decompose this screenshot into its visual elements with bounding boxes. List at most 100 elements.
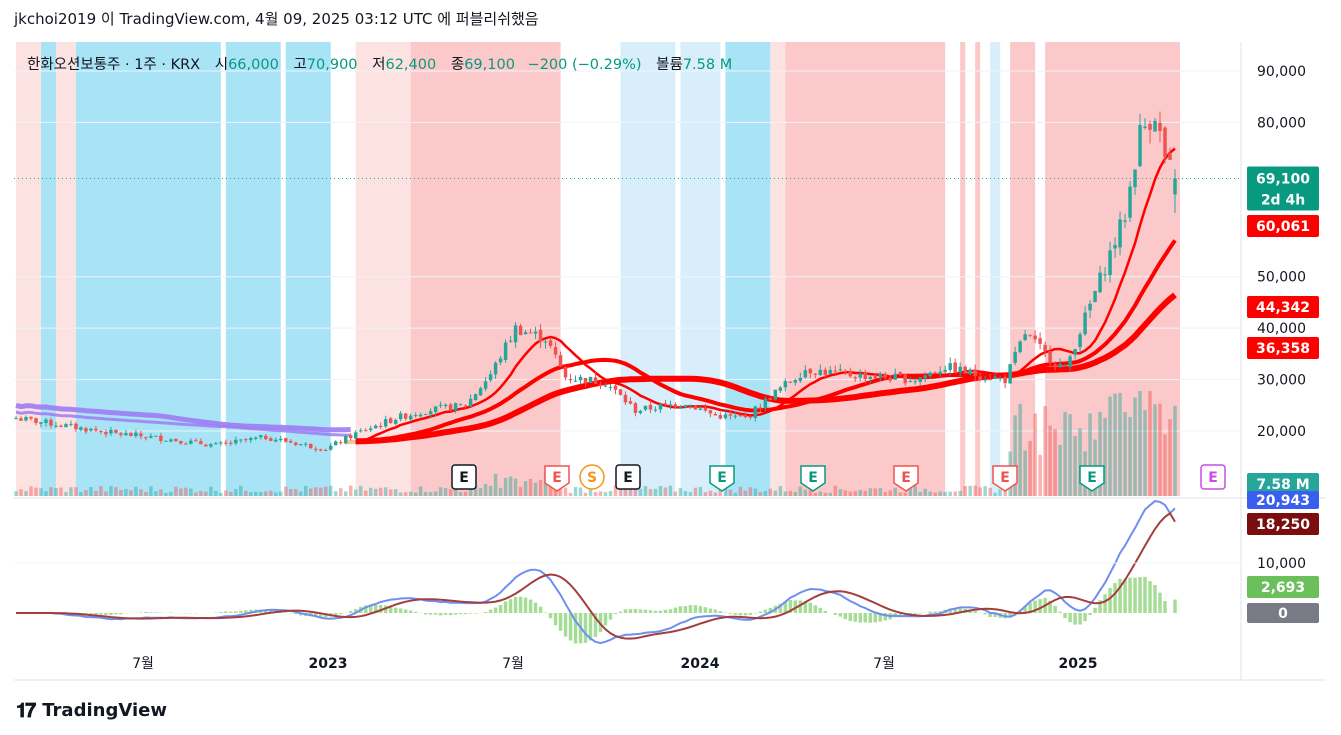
- candle-body: [523, 332, 528, 335]
- macd-histogram-bar: [568, 613, 573, 641]
- candle-body: [1063, 365, 1067, 367]
- macd-histogram-bar: [518, 596, 523, 613]
- candle-body: [933, 372, 937, 374]
- volume-bar: [353, 489, 358, 496]
- candle-body: [473, 394, 478, 401]
- candle-body: [134, 432, 138, 437]
- volume-bar: [953, 491, 957, 496]
- candle-body: [533, 331, 538, 334]
- macd-histogram-bar: [413, 611, 418, 613]
- candle-body: [623, 394, 628, 403]
- macd-histogram-bar: [758, 611, 763, 613]
- volume-bar: [1048, 425, 1052, 496]
- candle-body: [503, 342, 508, 360]
- macd-histogram-bar: [1158, 592, 1162, 613]
- candle-body: [538, 329, 543, 342]
- volume-bar: [483, 483, 488, 496]
- volume-bar: [623, 488, 628, 496]
- volume-bar: [428, 492, 433, 496]
- candle-body: [254, 437, 258, 439]
- candle-body: [418, 414, 423, 417]
- candle-body: [304, 443, 308, 445]
- volume-bar: [688, 492, 693, 496]
- candle-body: [633, 403, 638, 413]
- macd-histogram-bar: [763, 609, 768, 613]
- macd-histogram-bar: [618, 611, 623, 613]
- macd-histogram-bar: [623, 609, 628, 613]
- macd-histogram-bar: [688, 605, 693, 613]
- macd-histogram-bar: [144, 611, 148, 613]
- volume-bar: [94, 490, 98, 496]
- macd-histogram-bar: [1153, 585, 1157, 613]
- marker-letter: E: [808, 470, 818, 486]
- candle-body: [908, 381, 912, 383]
- macd-histogram-bar: [818, 607, 823, 613]
- volume-bar: [743, 490, 748, 496]
- candle-body: [348, 435, 353, 439]
- change-value: −200 (−0.29%): [527, 57, 642, 73]
- volume-bar: [863, 490, 868, 496]
- volume-bar: [433, 491, 438, 496]
- candle-body: [953, 362, 957, 374]
- volume-bar: [643, 486, 648, 496]
- candle-body: [683, 405, 688, 408]
- volume-bar: [64, 492, 68, 496]
- candle-body: [154, 435, 158, 437]
- brand-footer[interactable]: 𝟏𝟕 TradingView: [16, 698, 167, 722]
- candle-body: [918, 377, 922, 382]
- marker-shape: [1200, 464, 1226, 490]
- volume-bar: [548, 480, 553, 496]
- volume-bar: [728, 489, 733, 496]
- candle-body: [668, 404, 673, 406]
- candle-body: [89, 428, 93, 431]
- macd-value-label-bg: [1247, 491, 1319, 509]
- candle-body: [373, 425, 378, 429]
- macd-histogram-bar: [433, 613, 438, 615]
- volume-bar: [129, 490, 133, 496]
- macd-histogram-bar: [553, 613, 558, 626]
- candle-body: [403, 413, 408, 419]
- macd-histogram-bar: [428, 613, 433, 615]
- macd-histogram-bar: [993, 613, 997, 617]
- candle-body: [284, 438, 288, 442]
- macd-histogram-bar: [363, 605, 368, 613]
- candle-body: [508, 340, 513, 342]
- candle-body: [608, 386, 613, 388]
- volume-bar: [558, 484, 563, 496]
- volume-bar: [498, 487, 503, 496]
- event-marker-e: E: [800, 465, 826, 492]
- event-marker-e: E: [893, 465, 919, 492]
- marker-shape: [615, 464, 641, 490]
- macd-histogram-bar: [1163, 601, 1167, 613]
- candle-body: [893, 373, 897, 380]
- candle-body: [299, 444, 303, 446]
- volume-bar: [214, 490, 218, 496]
- open-label: 시: [214, 57, 229, 73]
- candle-body: [838, 369, 843, 371]
- candle-body: [363, 430, 368, 432]
- candle-body: [863, 372, 868, 380]
- open-value: 66,000: [228, 57, 279, 73]
- volume-bar: [1073, 436, 1077, 496]
- volume-bar: [448, 489, 453, 496]
- shade-band: [620, 42, 676, 496]
- macd-histogram-bar: [778, 603, 783, 613]
- volume-bar: [808, 490, 813, 496]
- candle-body: [958, 366, 962, 373]
- macd-histogram-bar: [693, 605, 698, 613]
- volume-bar: [543, 473, 548, 496]
- candle-body: [1068, 356, 1072, 367]
- macd-histogram-bar: [628, 608, 633, 613]
- volume-bar: [159, 489, 163, 496]
- candle-body: [309, 443, 313, 449]
- macd-histogram-bar: [1028, 602, 1032, 613]
- macd-histogram-bar: [873, 613, 877, 623]
- volume-bar: [523, 481, 528, 496]
- volume-bar: [338, 488, 343, 496]
- volume-bar: [818, 491, 823, 496]
- candle-body: [1173, 178, 1177, 195]
- volume-bar: [249, 492, 253, 496]
- candle-body: [239, 439, 243, 441]
